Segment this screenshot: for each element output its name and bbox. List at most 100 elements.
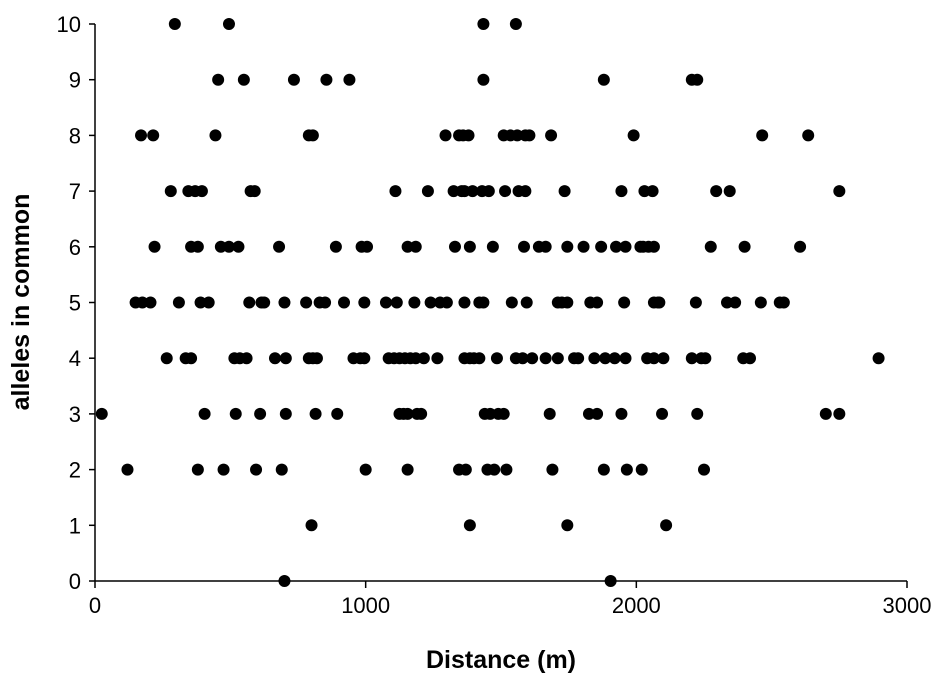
data-point	[409, 240, 422, 253]
data-point	[278, 296, 291, 309]
data-point	[490, 352, 503, 365]
data-point	[361, 240, 374, 253]
data-point	[647, 240, 660, 253]
x-tick-label: 3000	[883, 593, 932, 618]
data-point	[477, 73, 490, 86]
data-point	[232, 240, 245, 253]
data-point	[309, 407, 322, 420]
data-point	[497, 407, 510, 420]
data-point	[627, 129, 640, 142]
data-point	[229, 407, 242, 420]
x-tick-label: 0	[89, 593, 101, 618]
data-point	[833, 407, 846, 420]
data-point	[520, 296, 533, 309]
data-point	[240, 352, 253, 365]
data-point	[872, 352, 885, 365]
data-point	[287, 73, 300, 86]
data-point	[379, 296, 392, 309]
data-point	[597, 73, 610, 86]
data-point	[343, 73, 356, 86]
data-point	[273, 240, 286, 253]
data-point	[415, 407, 428, 420]
data-point	[486, 240, 499, 253]
data-point	[546, 463, 559, 476]
data-point	[222, 18, 235, 30]
data-point	[729, 296, 742, 309]
data-point	[185, 352, 198, 365]
data-point	[558, 185, 571, 198]
data-point	[305, 519, 318, 532]
data-point	[604, 575, 617, 587]
data-point	[121, 463, 134, 476]
data-point	[561, 519, 574, 532]
data-point	[440, 296, 453, 309]
data-point	[539, 352, 552, 365]
data-point	[597, 463, 610, 476]
x-axis-title: Distance (m)	[426, 646, 576, 674]
data-point	[463, 519, 476, 532]
data-point	[268, 352, 281, 365]
data-point	[588, 352, 601, 365]
axis-ticks: 0 1000 2000 3000 0 1 2 3 4 5 6 7 8 9 10	[57, 12, 932, 618]
data-point	[488, 463, 501, 476]
y-tick-label: 10	[57, 12, 81, 37]
data-point	[459, 463, 472, 476]
data-point	[331, 407, 344, 420]
data-point	[147, 129, 160, 142]
data-point	[144, 296, 157, 309]
data-point	[619, 352, 632, 365]
data-point	[615, 185, 628, 198]
y-tick-label: 8	[69, 123, 81, 148]
data-point	[618, 296, 631, 309]
data-point	[463, 240, 476, 253]
data-point	[551, 352, 564, 365]
data-point	[466, 185, 479, 198]
data-point	[458, 296, 471, 309]
data-point	[424, 296, 437, 309]
data-point	[148, 240, 161, 253]
data-point	[329, 240, 342, 253]
data-point	[217, 463, 230, 476]
data-point	[591, 296, 604, 309]
data-point	[191, 463, 204, 476]
data-point	[561, 240, 574, 253]
y-tick-label: 0	[69, 569, 81, 594]
data-point	[306, 129, 319, 142]
data-point	[172, 296, 185, 309]
data-point	[477, 296, 490, 309]
data-point	[95, 407, 108, 420]
data-point	[417, 352, 430, 365]
y-tick-label: 6	[69, 235, 81, 260]
data-point	[448, 240, 461, 253]
data-point	[462, 129, 475, 142]
data-point	[191, 240, 204, 253]
data-point	[222, 240, 235, 253]
data-point	[691, 73, 704, 86]
data-point	[619, 240, 632, 253]
data-point	[237, 73, 250, 86]
y-axis-title: alleles in common	[7, 194, 35, 411]
y-tick-label: 4	[69, 346, 81, 371]
data-point	[477, 18, 490, 30]
data-point	[358, 296, 371, 309]
data-point	[310, 352, 323, 365]
data-point	[647, 352, 660, 365]
data-point	[646, 185, 659, 198]
data-point	[653, 296, 666, 309]
data-point	[482, 185, 495, 198]
data-point	[505, 296, 518, 309]
data-point	[279, 407, 292, 420]
data-point	[523, 129, 536, 142]
data-point	[516, 352, 529, 365]
data-point	[526, 352, 539, 365]
data-point	[212, 73, 225, 86]
y-tick-label: 1	[69, 513, 81, 538]
data-point	[319, 296, 332, 309]
data-point	[572, 352, 585, 365]
data-point	[439, 129, 452, 142]
data-point	[279, 352, 292, 365]
data-point	[359, 463, 372, 476]
data-point	[135, 129, 148, 142]
data-point	[202, 296, 215, 309]
